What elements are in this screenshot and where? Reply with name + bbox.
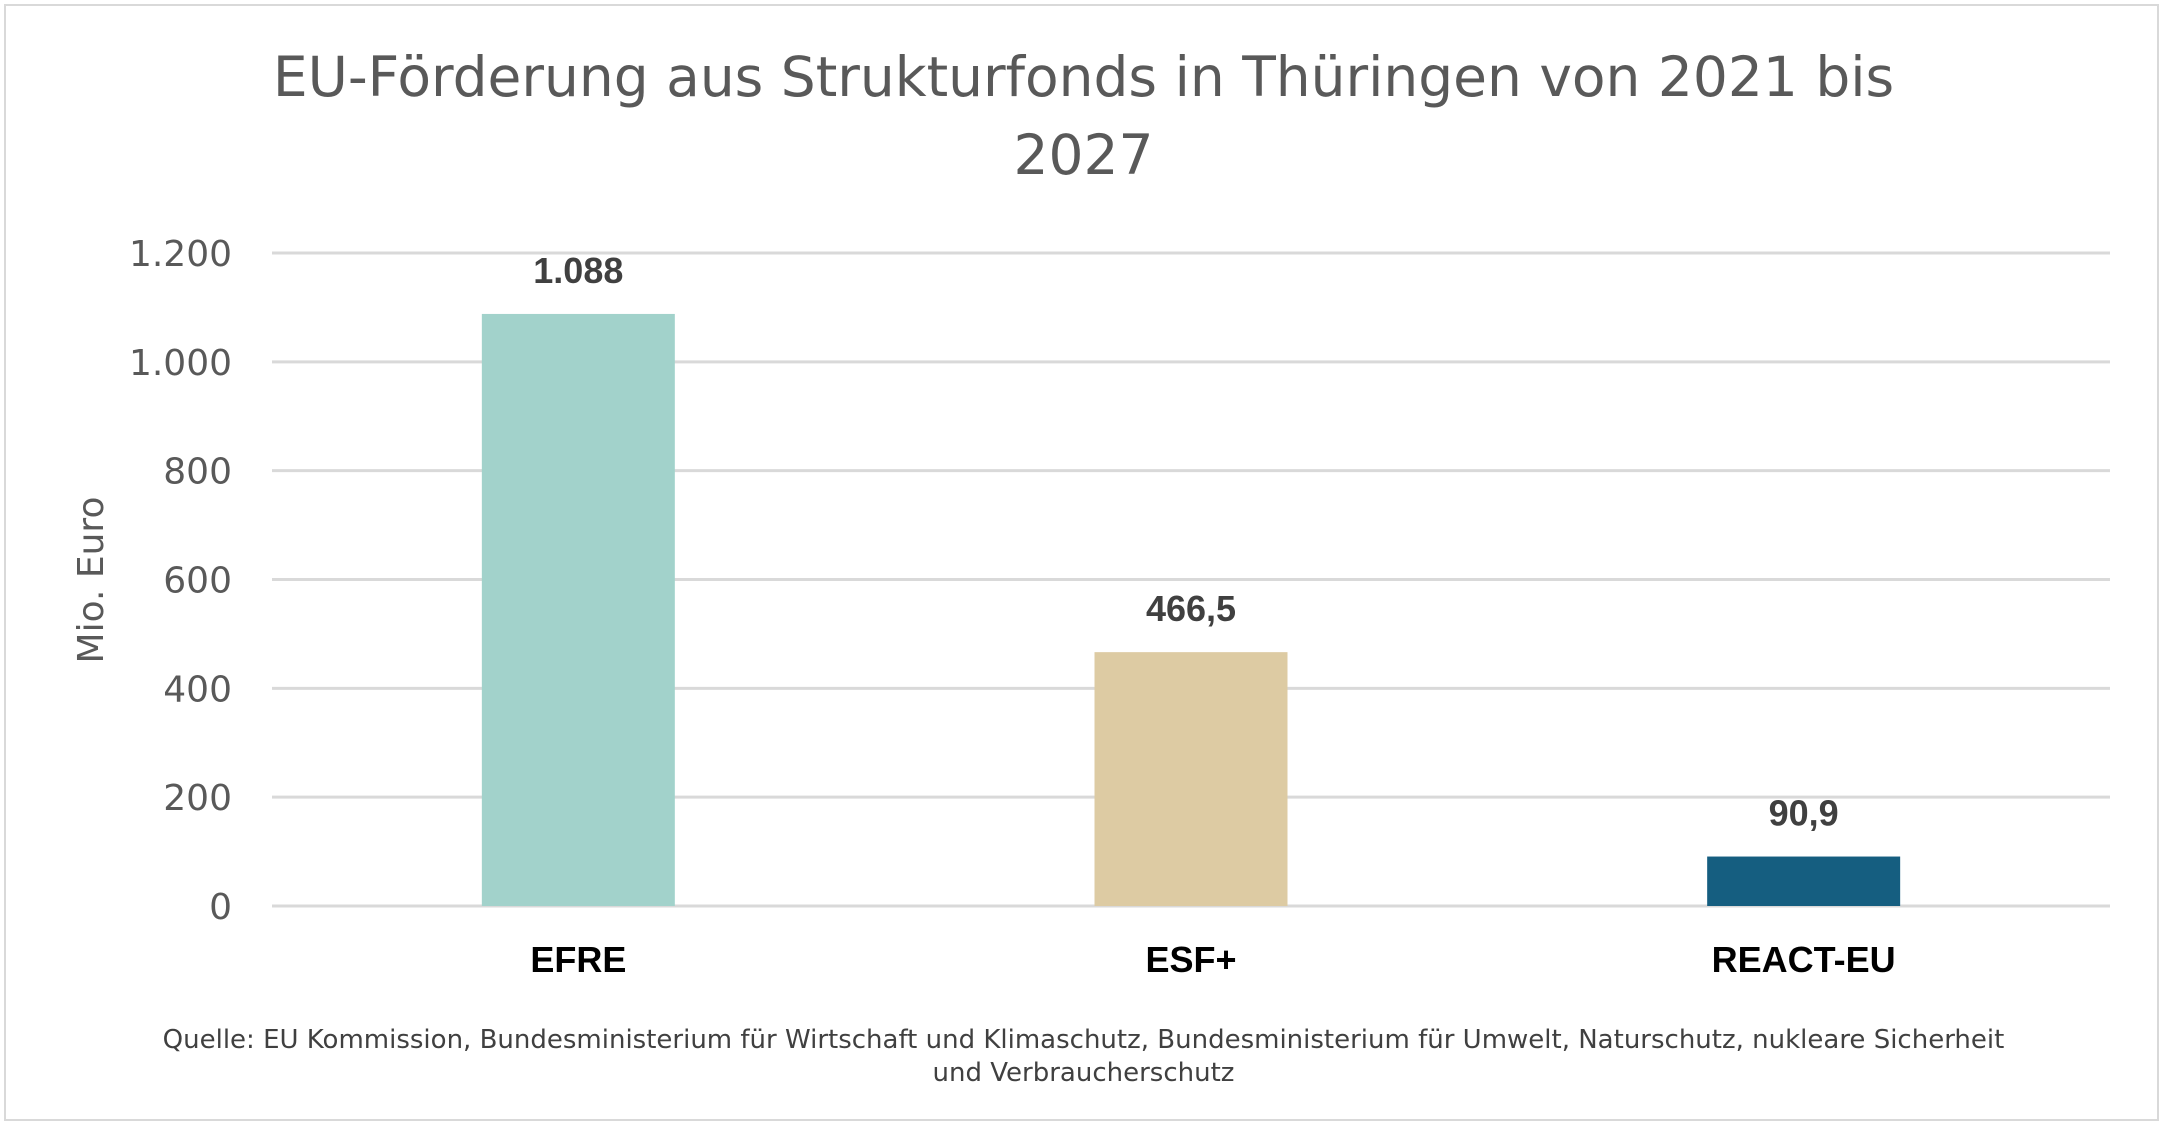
- y-tick-label: 0: [209, 887, 232, 928]
- chart-title: EU-Förderung aus Strukturfonds in Thürin…: [0, 38, 2167, 194]
- bar: [481, 313, 675, 906]
- source-line-1: Quelle: EU Kommission, Bundesministerium…: [162, 1025, 2005, 1055]
- source-line-2: und Verbraucherschutz: [932, 1058, 1235, 1088]
- data-label: 90,9: [1769, 793, 1839, 834]
- y-tick-label: 1.200: [129, 234, 232, 275]
- y-tick-label: 800: [163, 452, 232, 493]
- data-label: 1.088: [533, 250, 623, 291]
- x-tick-label: ESF+: [1145, 939, 1236, 980]
- x-tick-label: EFRE: [530, 939, 626, 980]
- y-tick-label: 200: [163, 778, 232, 819]
- chart-frame: [4, 4, 2159, 1121]
- source-note: Quelle: EU Kommission, Bundesministerium…: [0, 1024, 2167, 1090]
- labels: 0 200 400 600 800 1.000 1.200 1.088 EFRE 466,5 ESF…: [129, 234, 1896, 980]
- y-tick-label: 400: [163, 669, 232, 710]
- bar: [1707, 856, 1901, 906]
- chart-title-line-2: 2027: [1013, 123, 1154, 187]
- chart-title-line-1: EU-Förderung aus Strukturfonds in Thürin…: [272, 45, 1895, 109]
- x-tick-label: REACT-EU: [1712, 939, 1896, 980]
- y-tick-label: 600: [163, 561, 232, 602]
- data-label: 466,5: [1146, 588, 1236, 629]
- bar: [1094, 652, 1288, 906]
- y-tick-label: 1.000: [129, 343, 232, 384]
- bars: [481, 313, 1901, 906]
- y-axis-title: Mio. Euro: [71, 497, 112, 664]
